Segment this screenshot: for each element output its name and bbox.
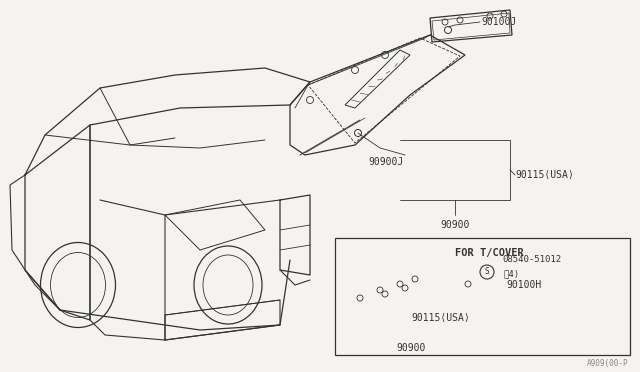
Polygon shape [340,255,505,310]
Bar [335,238,630,355]
Text: S: S [484,267,490,276]
Text: 08540-51012: 08540-51012 [502,256,561,264]
Text: 90115⟨USA⟩: 90115⟨USA⟩ [515,170,573,180]
Text: ⟤4⟩: ⟤4⟩ [504,269,520,279]
Text: 90900: 90900 [396,343,426,353]
Text: 90900J: 90900J [368,157,403,167]
Text: 90100H: 90100H [506,280,541,290]
Text: A909(00-P: A909(00-P [586,359,628,368]
Text: 90100J: 90100J [481,17,516,27]
Text: FOR T/COVER: FOR T/COVER [455,248,524,258]
Text: 90900: 90900 [440,220,470,230]
Text: 90115⟨USA⟩: 90115⟨USA⟩ [411,313,470,323]
